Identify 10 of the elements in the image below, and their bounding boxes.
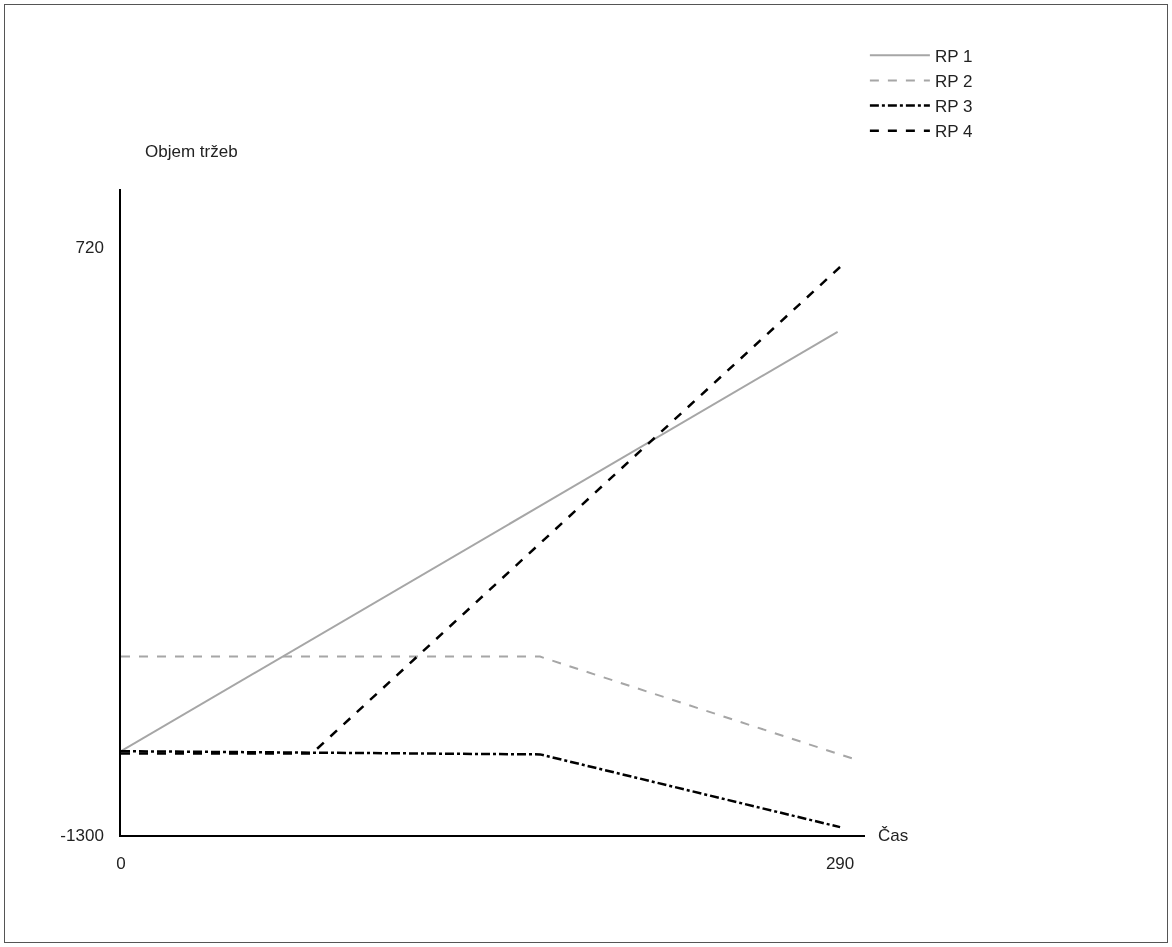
legend-label: RP 3 [934,97,973,117]
legend-label: RP 2 [934,72,973,92]
legend-label: RP 4 [934,122,973,142]
legend-label: RP 1 [934,46,973,66]
x-axis-title: Čas [878,826,909,845]
y-tick-label: 720 [75,238,104,258]
x-tick-label: 0 [116,854,126,874]
x-tick-label: 290 [825,854,855,874]
y-axis-title: Objem tržeb [145,142,238,161]
y-tick-label: -1300 [60,825,104,845]
